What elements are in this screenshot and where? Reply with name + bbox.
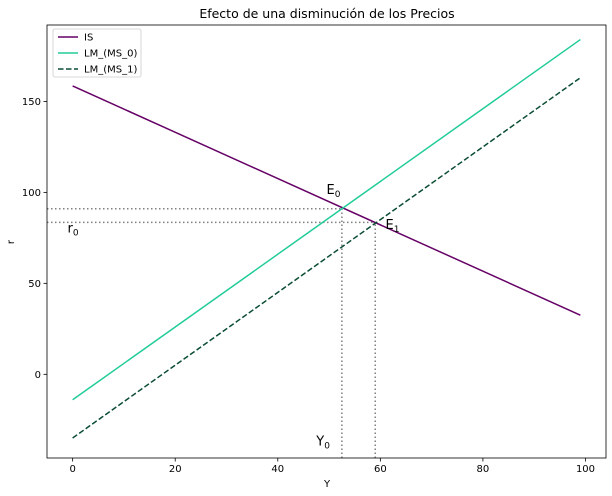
x-tick-label: 20 xyxy=(169,464,182,475)
y-axis-label: r xyxy=(6,239,17,244)
y-tick-label: 100 xyxy=(22,188,41,199)
axes-frame xyxy=(46,24,607,459)
y-tick-label: 150 xyxy=(22,97,41,108)
x-tick-label: 60 xyxy=(374,464,387,475)
x-tick-label: 0 xyxy=(69,464,75,475)
annotation-E0: E0 xyxy=(327,183,341,200)
series-line-2 xyxy=(72,77,581,439)
chart-title: Efecto de una disminución de los Precios xyxy=(199,6,454,21)
x-tick-label: 100 xyxy=(576,464,595,475)
legend-box xyxy=(52,28,142,78)
x-tick-label: 40 xyxy=(271,464,284,475)
y-tick-label: 50 xyxy=(28,279,41,290)
legend-label-0: IS xyxy=(84,33,93,44)
annotation-r0: r0 xyxy=(68,221,79,238)
y-tick-label: 0 xyxy=(35,370,41,381)
legend-label-1: LM_(MS_0) xyxy=(84,49,137,60)
series-line-1 xyxy=(72,38,581,401)
series-line-0 xyxy=(72,85,581,316)
annotation-E1: E1 xyxy=(385,218,399,235)
x-axis-label: Y xyxy=(323,479,331,490)
x-tick-label: 80 xyxy=(477,464,490,475)
annotation-Y0: Y0 xyxy=(315,434,330,451)
plot-area: E0 E1 r0 Y0 0 20 40 60 80 100 0 50 100 150 xyxy=(22,24,607,475)
legend-label-2: LM_(MS_1) xyxy=(84,65,137,76)
legend: IS LM_(MS_0) LM_(MS_1) xyxy=(52,28,142,78)
